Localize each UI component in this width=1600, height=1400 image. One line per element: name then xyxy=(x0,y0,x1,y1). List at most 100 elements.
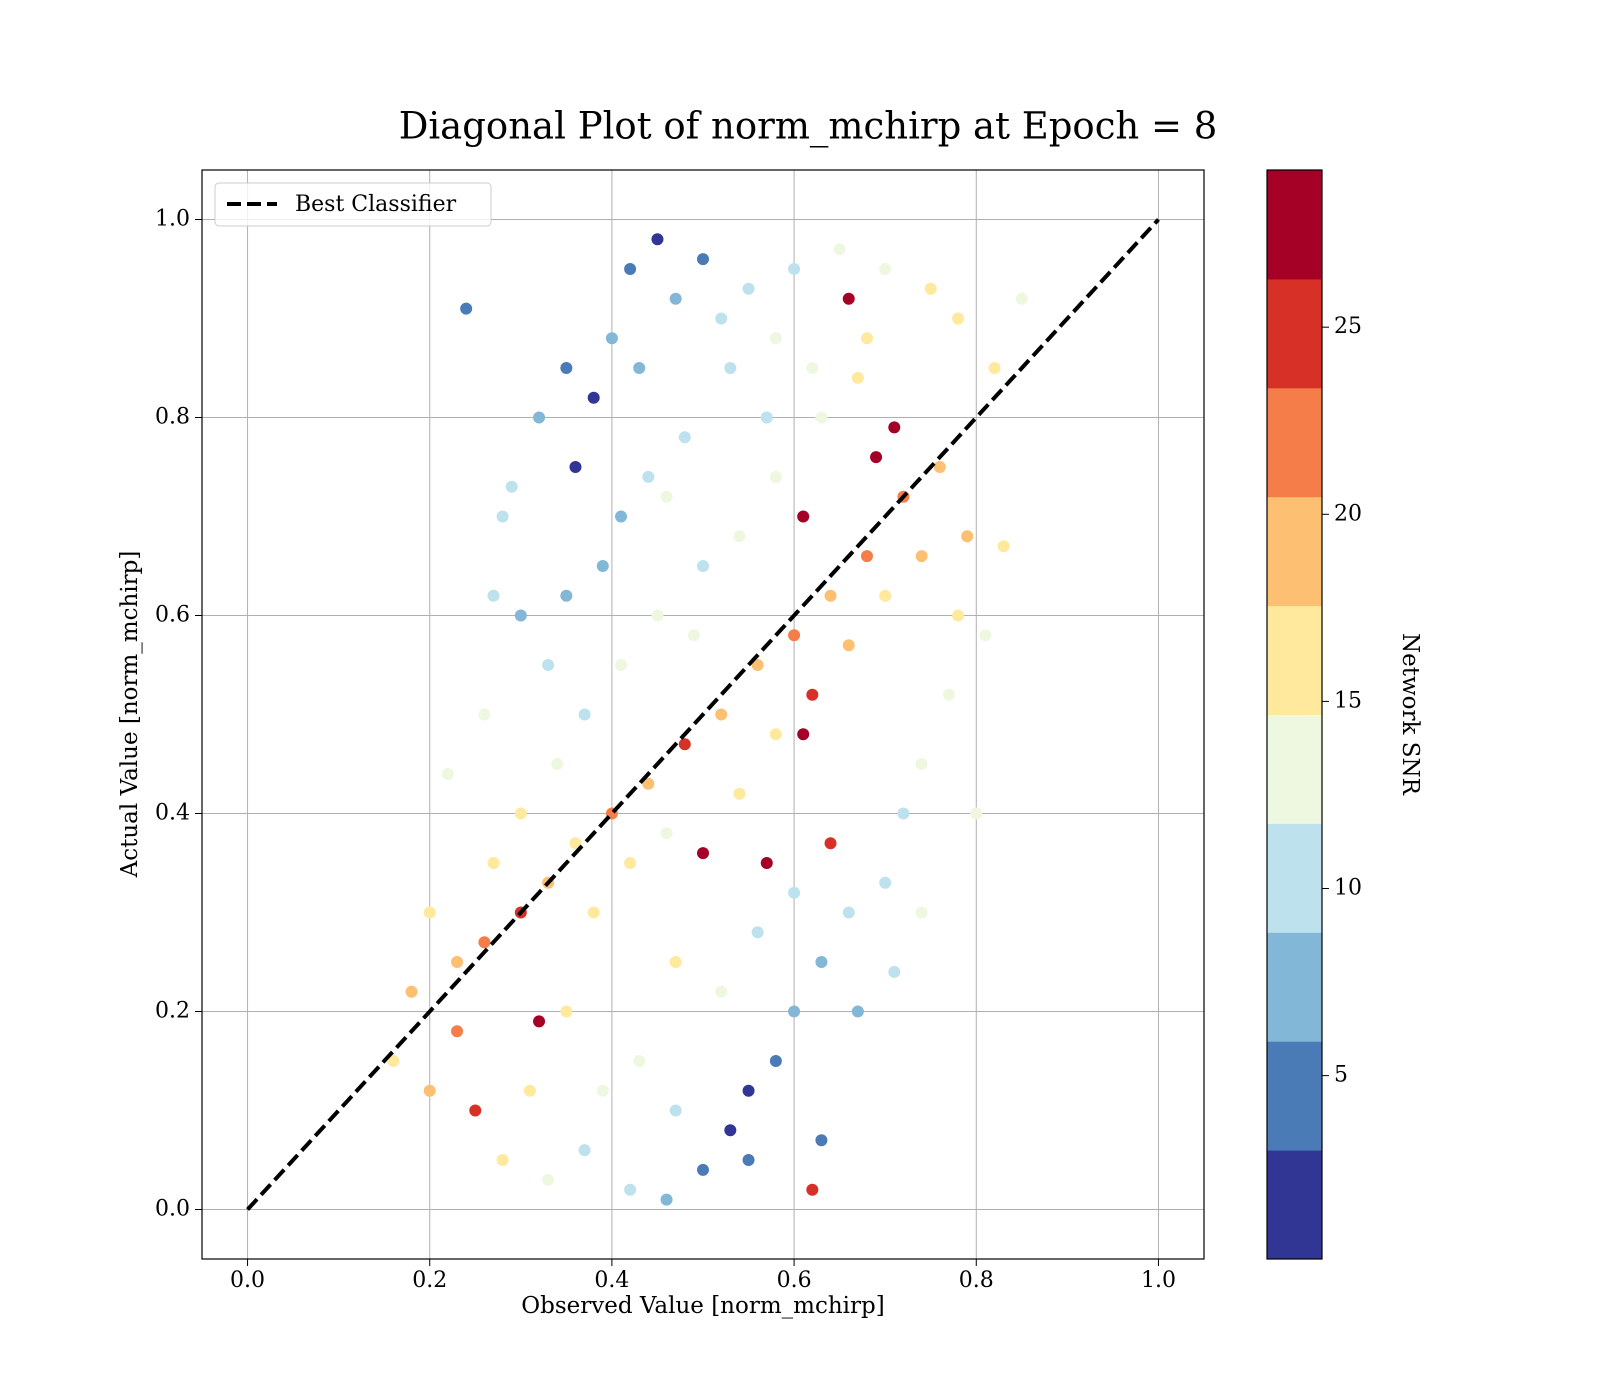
point xyxy=(487,857,500,869)
point xyxy=(788,629,801,642)
point xyxy=(860,550,873,563)
point xyxy=(578,1144,591,1157)
point xyxy=(587,391,600,404)
point xyxy=(815,956,828,968)
point xyxy=(460,302,473,315)
point xyxy=(842,906,855,919)
point xyxy=(997,540,1010,553)
x-tick-label: 0.0 xyxy=(230,1268,265,1293)
point xyxy=(970,807,983,820)
plot-frame xyxy=(201,169,1205,1260)
colorbar-band xyxy=(1267,1041,1322,1151)
point xyxy=(451,956,464,968)
point xyxy=(624,1183,637,1196)
point xyxy=(551,758,564,770)
colorbar-band xyxy=(1267,278,1322,389)
colorbar-tick-label: 25 xyxy=(1334,314,1362,339)
point xyxy=(952,312,965,325)
point xyxy=(514,807,527,820)
point xyxy=(478,708,491,721)
point xyxy=(423,1084,436,1097)
point xyxy=(733,530,746,543)
point xyxy=(624,263,637,275)
point xyxy=(596,560,609,572)
point xyxy=(760,411,773,424)
point xyxy=(806,1183,819,1196)
point xyxy=(788,1005,801,1018)
point xyxy=(587,906,600,919)
point xyxy=(961,530,974,543)
point xyxy=(469,1104,482,1117)
colorbar-band xyxy=(1267,932,1322,1042)
y-tick-label: 0.0 xyxy=(155,1197,190,1222)
point xyxy=(797,728,810,741)
point xyxy=(441,767,454,780)
point xyxy=(942,688,955,701)
point xyxy=(815,411,828,424)
colorbar-band xyxy=(1267,387,1322,498)
point xyxy=(533,1015,546,1028)
point xyxy=(915,758,928,770)
x-tick-label: 0.2 xyxy=(412,1268,447,1293)
x-tick-label: 0.6 xyxy=(777,1268,812,1293)
colorbar-band xyxy=(1267,823,1322,933)
point xyxy=(578,708,591,721)
point xyxy=(697,560,709,572)
point xyxy=(697,1163,709,1176)
y-tick-label: 0.2 xyxy=(155,999,190,1024)
point xyxy=(642,470,655,483)
x-tick-label: 0.8 xyxy=(959,1268,994,1293)
point xyxy=(697,847,709,860)
point xyxy=(742,1154,755,1166)
point xyxy=(933,461,946,473)
x-tick-label: 1.0 xyxy=(1141,1268,1176,1293)
point xyxy=(542,1173,555,1186)
point xyxy=(505,480,518,493)
point xyxy=(751,659,764,671)
point xyxy=(560,362,573,374)
point xyxy=(824,589,837,602)
point xyxy=(724,362,737,374)
point xyxy=(542,659,555,671)
point xyxy=(760,857,773,869)
point xyxy=(742,1084,755,1097)
point xyxy=(633,362,646,374)
colorbar-tick-label: 10 xyxy=(1334,876,1362,901)
point xyxy=(660,827,673,840)
point xyxy=(806,362,819,374)
x-axis-label: Observed Value [norm_mchirp] xyxy=(521,1293,884,1319)
point xyxy=(842,639,855,652)
point xyxy=(879,263,892,275)
point xyxy=(687,629,700,642)
point xyxy=(669,292,682,305)
point xyxy=(788,886,801,899)
colorbar-band xyxy=(1267,1150,1322,1260)
point xyxy=(915,550,928,563)
point xyxy=(824,837,837,850)
point xyxy=(769,470,782,483)
point xyxy=(733,787,746,800)
colorbar-tick-label: 5 xyxy=(1334,1063,1348,1088)
colorbar-band xyxy=(1267,170,1322,280)
colorbar-band xyxy=(1267,605,1322,715)
point xyxy=(742,282,755,295)
point xyxy=(697,253,709,266)
point xyxy=(769,332,782,345)
point xyxy=(715,312,728,325)
point xyxy=(751,926,764,939)
point xyxy=(678,738,691,751)
point xyxy=(569,461,582,473)
point xyxy=(715,708,728,721)
point xyxy=(533,411,546,424)
point xyxy=(669,956,682,968)
x-tick-label: 0.4 xyxy=(594,1268,629,1293)
legend-label: Best Classifier xyxy=(295,192,457,217)
point xyxy=(496,510,509,523)
point xyxy=(642,777,655,790)
point xyxy=(478,936,491,949)
point xyxy=(924,282,937,295)
point xyxy=(915,906,928,919)
point xyxy=(806,688,819,701)
